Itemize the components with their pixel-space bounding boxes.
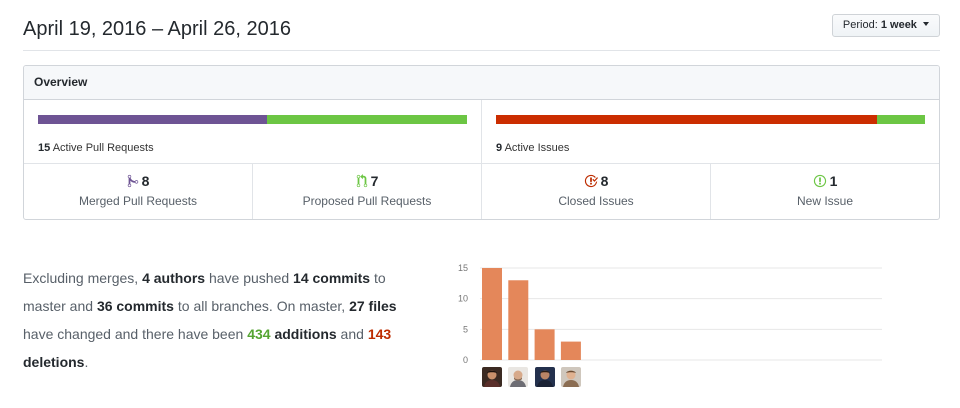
active-issues-label: Active Issues <box>504 142 570 154</box>
y-tick-label: 5 <box>463 324 468 334</box>
master-commits-count: 14 commits <box>293 270 371 286</box>
merged-pull-requests-label: Merged Pull Requests <box>78 194 198 208</box>
summary-text-4: to all branches. On master, <box>173 298 350 314</box>
y-tick-label: 15 <box>458 263 468 273</box>
authors-count: 4 authors <box>142 270 206 286</box>
author-avatar-4[interactable] <box>561 367 581 387</box>
overview-summary-row: 15 Active Pull Requests 9 Active Issues <box>24 100 939 164</box>
commit-summary-text: Excluding merges, 4 authors have pushed … <box>23 264 423 376</box>
y-tick-label: 0 <box>463 355 468 364</box>
commit-bar[interactable] <box>508 280 529 360</box>
y-tick-label: 10 <box>458 294 468 304</box>
period-value: 1 week <box>880 19 917 31</box>
new-issue-stat[interactable]: 1 New Issue <box>711 164 939 219</box>
new-segment <box>877 115 925 124</box>
commit-bar[interactable] <box>534 329 555 360</box>
all-commits-count: 36 commits <box>96 298 174 314</box>
issue-opened-icon <box>813 174 827 188</box>
summary-text-3: to master and <box>23 270 386 314</box>
new-issue-label: New Issue <box>796 194 854 208</box>
author-avatar-3[interactable] <box>535 367 555 387</box>
closed-issues-label: Closed Issues <box>558 194 634 208</box>
summary-text-6: and <box>336 326 368 342</box>
summary-text-5: have changed and there have been <box>23 326 248 342</box>
merged-segment <box>38 115 267 124</box>
page-header: April 19, 2016 – April 26, 2016 Period: … <box>23 14 940 51</box>
merged-pull-requests-stat[interactable]: 8 Merged Pull Requests <box>24 164 253 219</box>
proposed-segment <box>266 115 467 124</box>
commits-by-author-chart: 0 5 10 15 <box>458 263 882 364</box>
closed-issues-stat[interactable]: 8 Closed Issues <box>482 164 711 219</box>
closed-issues-count: 8 <box>600 173 609 189</box>
closed-segment <box>496 115 878 124</box>
active-pull-requests-label: Active Pull Requests <box>52 142 154 154</box>
pull-requests-summary[interactable]: 15 Active Pull Requests <box>24 100 482 164</box>
new-issue-count: 1 <box>829 173 838 189</box>
date-range-title: April 19, 2016 – April 26, 2016 <box>23 18 291 40</box>
commit-bar[interactable] <box>560 341 581 360</box>
period-label: Period: <box>842 19 878 31</box>
summary-text-1: Excluding merges, <box>23 270 143 286</box>
summary-text-2: have pushed <box>205 270 294 286</box>
files-changed-count: 27 files <box>349 298 397 314</box>
additions-count: 434 <box>247 326 271 342</box>
overview-title: Overview <box>24 66 939 100</box>
additions-label: additions <box>274 326 337 342</box>
commit-bar[interactable] <box>482 268 502 360</box>
overview-stats-row: 8 Merged Pull Requests 7 Proposed Pull R… <box>24 164 939 219</box>
proposed-pull-requests-stat[interactable]: 7 Proposed Pull Requests <box>253 164 482 219</box>
merged-pull-requests-count: 8 <box>141 173 150 189</box>
caret-down-icon <box>923 22 929 26</box>
issues-bar <box>496 115 925 124</box>
proposed-pull-requests-label: Proposed Pull Requests <box>302 194 432 208</box>
deletions-count: 143 <box>367 326 392 342</box>
summary-text-7: . <box>84 354 89 370</box>
deletions-label: deletions <box>23 354 85 370</box>
pull-requests-bar <box>38 115 467 124</box>
active-pull-requests-text: 15 Active Pull Requests <box>38 142 154 154</box>
author-avatar-1[interactable] <box>482 367 502 387</box>
period-select-button[interactable]: Period: 1 week <box>831 14 940 37</box>
active-issues-text: 9 Active Issues <box>496 142 569 154</box>
author-avatar-2[interactable] <box>508 367 528 387</box>
active-issues-count: 9 <box>496 142 503 154</box>
overview-panel: Overview 15 Active Pull Requests 9 Activ… <box>23 65 940 220</box>
proposed-pull-requests-count: 7 <box>370 173 379 189</box>
issue-closed-icon <box>584 174 598 188</box>
git-pull-request-icon <box>356 174 368 188</box>
issues-summary[interactable]: 9 Active Issues <box>482 100 939 164</box>
git-merge-icon <box>127 174 139 188</box>
active-pull-requests-count: 15 <box>38 142 51 154</box>
